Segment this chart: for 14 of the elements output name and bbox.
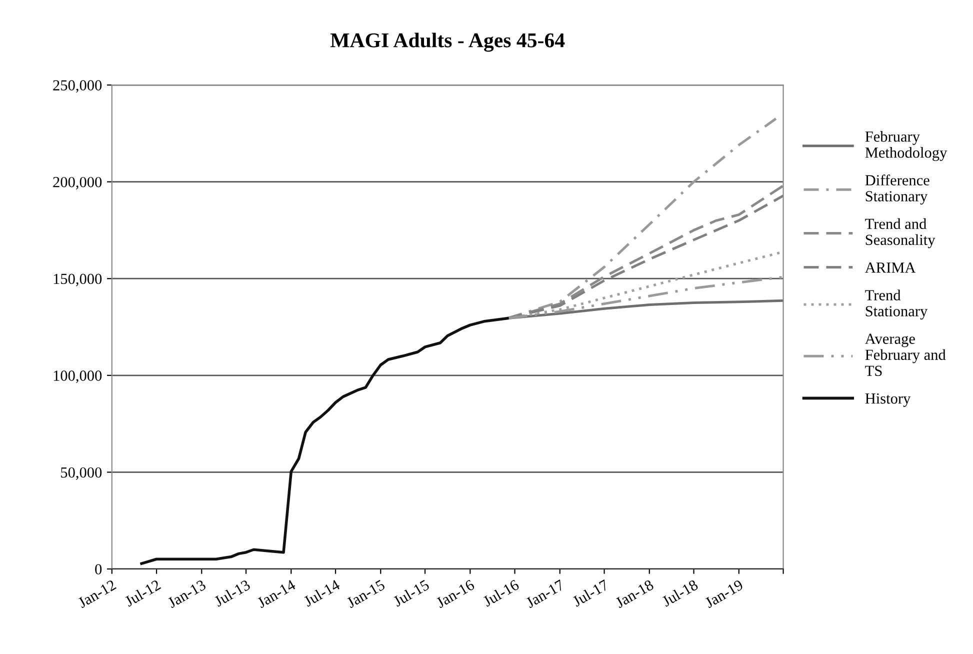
y-tick-label: 0	[95, 564, 102, 574]
legend-label: Trend Stationary	[865, 290, 928, 320]
chart-title: MAGI Adults - Ages 45-64	[330, 32, 565, 52]
legend-label: ARIMA	[864, 262, 916, 273]
y-tick-label: 200,000	[53, 176, 102, 190]
y-tick-label: 150,000	[54, 274, 102, 286]
legend-label: Trend and Seasonality	[865, 218, 936, 248]
legend-label: February Methodology	[865, 131, 948, 161]
legend-label: History	[865, 393, 911, 407]
legend-label: Average February and TS	[864, 334, 946, 376]
y-tick-label: 100,000	[54, 370, 102, 384]
legend-label: Difference Stationary	[865, 174, 930, 205]
y-tick-label: 50,000	[61, 467, 102, 480]
y-tick-label: 250,000	[53, 80, 102, 93]
